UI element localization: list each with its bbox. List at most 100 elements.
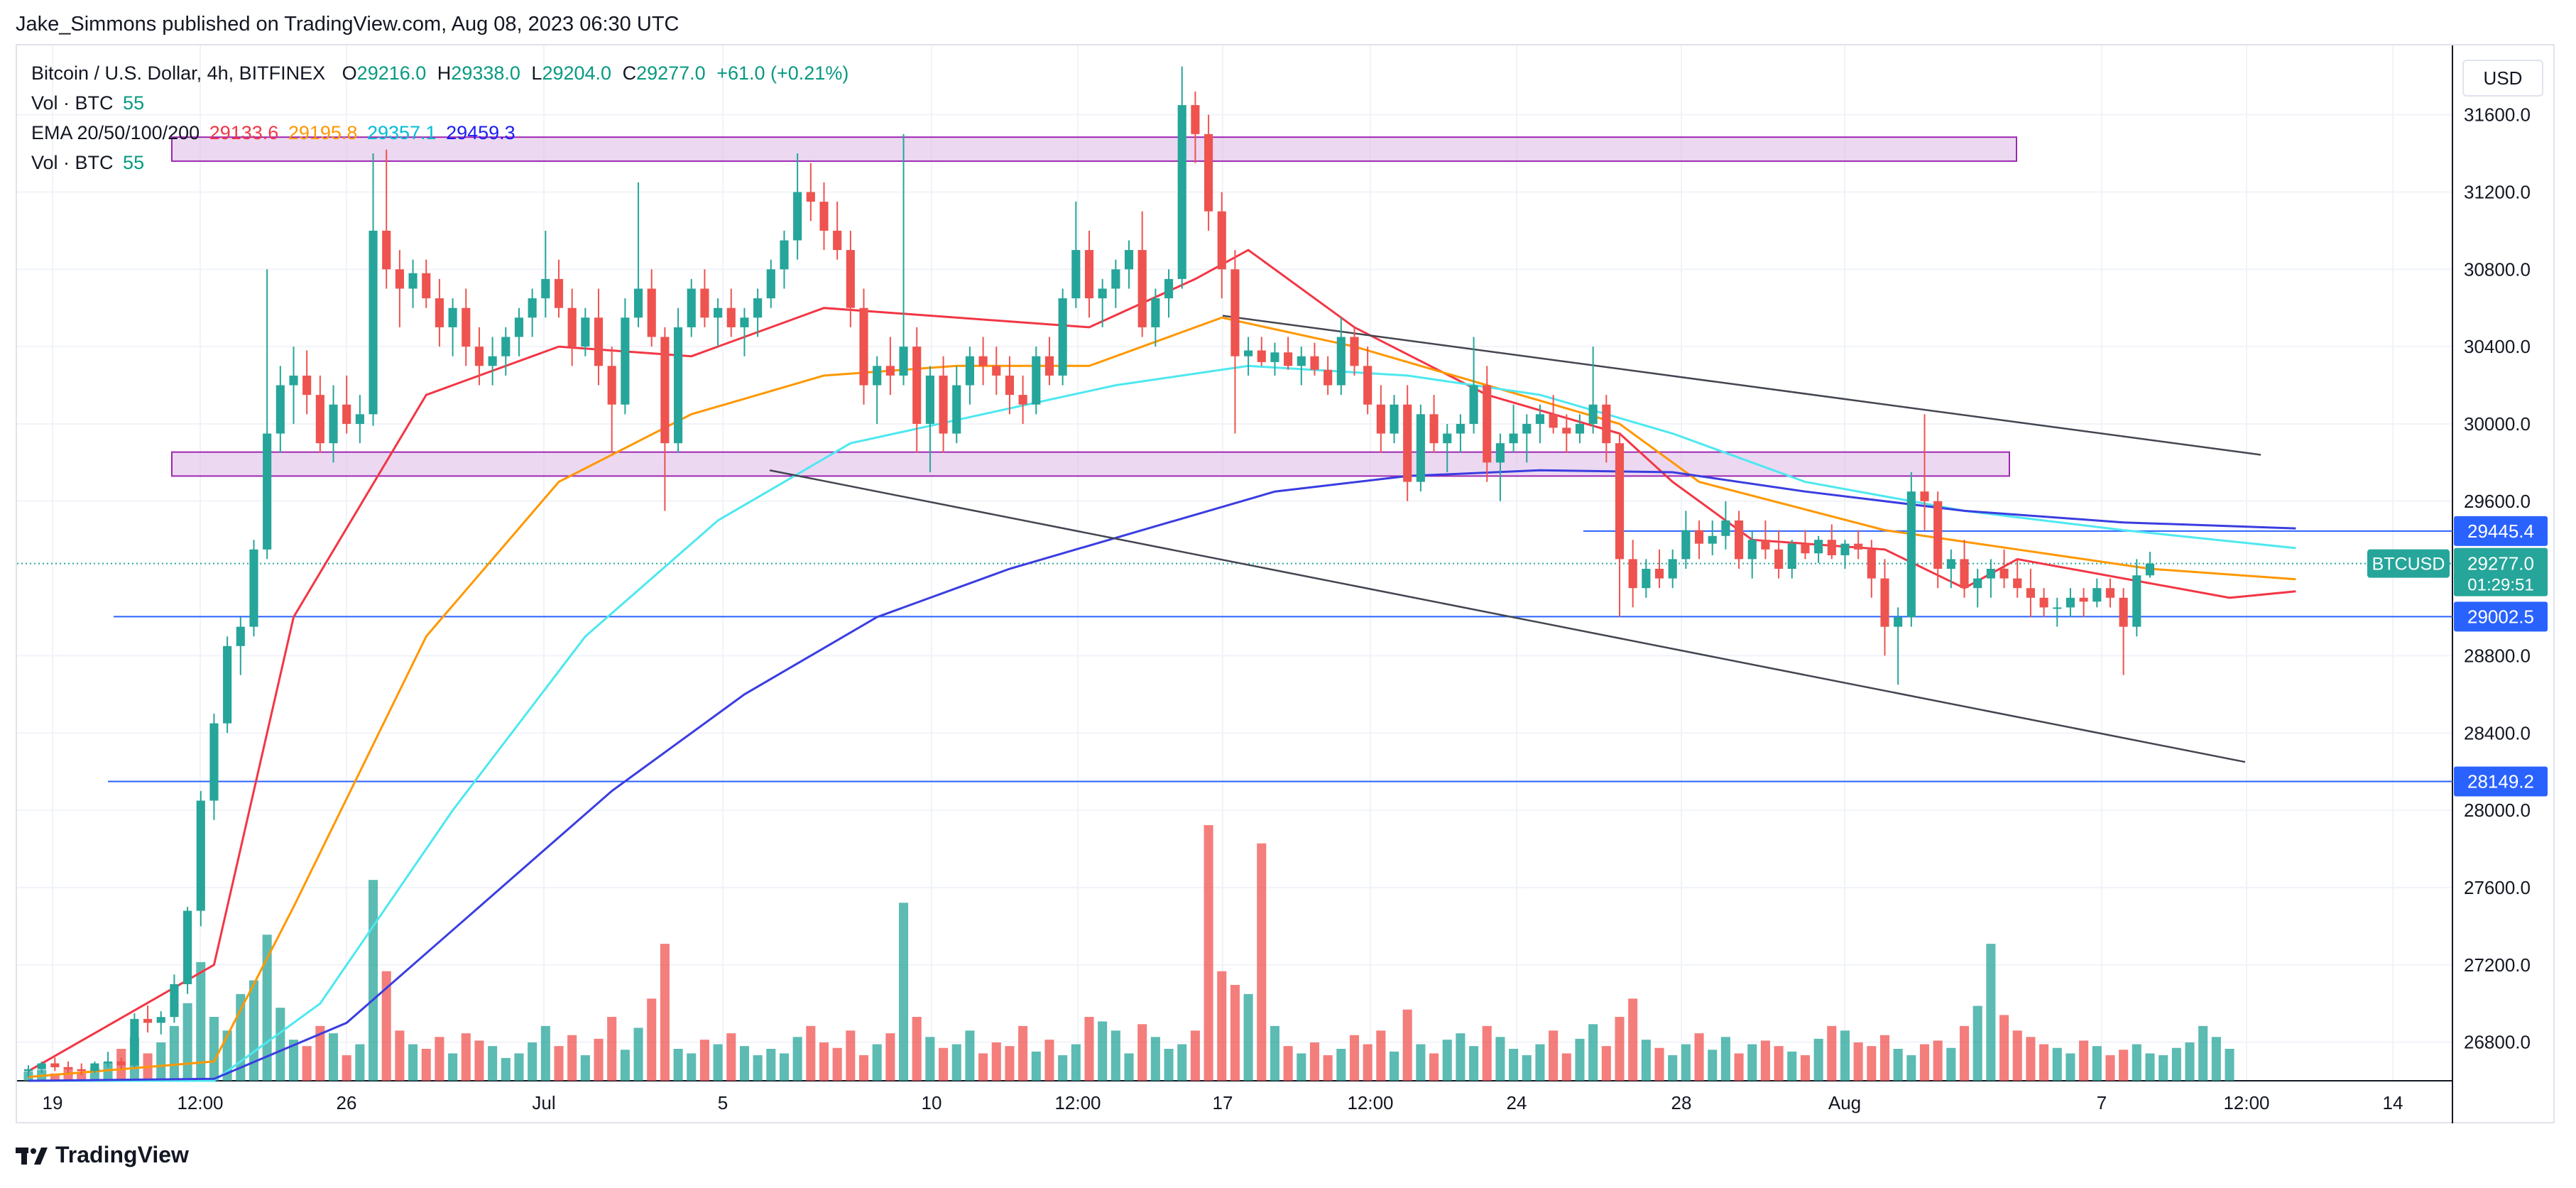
candle-body [1840, 543, 1850, 555]
candle-body [90, 1063, 99, 1072]
candle-body [422, 273, 431, 299]
time-tick-label: 14 [2383, 1092, 2403, 1113]
volume-bar [103, 1062, 113, 1081]
candle-body [2065, 597, 2075, 608]
volume-bar [607, 1017, 617, 1081]
candle [1588, 347, 1598, 434]
volume-bar [1986, 944, 1996, 1081]
volume-bar [501, 1057, 511, 1081]
candle [1615, 433, 1625, 618]
time-tick-label: 28 [1671, 1092, 1692, 1113]
candle [1761, 520, 1770, 560]
candle [1920, 414, 1929, 530]
time-tick-label: 12:00 [177, 1092, 223, 1113]
candle [130, 1013, 139, 1067]
candle [1177, 66, 1186, 289]
candle-body [1681, 530, 1691, 560]
candle-body [1164, 278, 1174, 299]
candle-body [873, 366, 882, 386]
candle-body [1735, 520, 1744, 560]
channel-line [769, 469, 2246, 763]
candle [501, 327, 511, 376]
volume-bar [1071, 1044, 1081, 1081]
time-tick-label: 5 [718, 1092, 728, 1113]
candle-body [1244, 350, 1253, 356]
candle-body [1191, 105, 1200, 134]
candle-body [408, 273, 417, 289]
volume-bar [1933, 1040, 1943, 1081]
candle-body [633, 288, 643, 318]
candle-body [1124, 250, 1134, 270]
currency-button[interactable]: USD [2462, 60, 2543, 97]
candle-body [1920, 491, 1929, 501]
volume-bar [2198, 1025, 2208, 1081]
tradingview-brand[interactable]: TradingView [16, 1142, 189, 1168]
candle-body [249, 549, 258, 627]
candle-body [1880, 578, 1889, 627]
candle-body [1456, 423, 1465, 434]
volume-bar [1005, 1046, 1015, 1081]
volume-bar [328, 1033, 339, 1081]
candle-body [2026, 588, 2035, 598]
volume-bar [1919, 1044, 1930, 1081]
candle-body [1111, 269, 1120, 289]
candle [223, 636, 232, 734]
volume-bar [2065, 1053, 2075, 1081]
volume-bar [1402, 1009, 1412, 1081]
candle-body [2132, 575, 2141, 627]
volume-bar [2159, 1055, 2168, 1081]
candle-body [1906, 491, 1916, 618]
candle-body [395, 269, 404, 289]
volume-bar [1720, 1037, 1730, 1081]
legend-vol2-label: Vol · BTC [31, 152, 114, 173]
legend-vol2-value: 55 [123, 152, 145, 173]
volume-bar [2012, 1030, 2022, 1081]
candle [329, 385, 338, 463]
volume-bar [2026, 1037, 2036, 1081]
candle [408, 259, 417, 308]
candle-body [63, 1067, 73, 1069]
time-tick-label: 26 [337, 1092, 357, 1113]
volume-bar [1429, 1053, 1439, 1081]
candle [1297, 347, 1306, 386]
price-tick-label: 28800.0 [2464, 645, 2531, 666]
volume-bar [1098, 1021, 1108, 1081]
candle [819, 182, 829, 251]
candle [607, 347, 616, 453]
time-tick-label: 12:00 [2223, 1092, 2269, 1113]
chart-frame[interactable] [16, 44, 2555, 1123]
legend-main: Bitcoin / U.S. Dollar, 4h, BITFINEX O292… [31, 62, 848, 85]
candle [660, 327, 670, 511]
candle [726, 288, 736, 337]
candle-body [1708, 535, 1717, 544]
candle [2079, 588, 2088, 618]
legend-change: +61.0 (+0.21%) [716, 62, 849, 84]
volume-bar [1389, 1051, 1399, 1081]
volume-bar [2185, 1042, 2195, 1081]
candle-body [912, 347, 922, 424]
candle-body [1284, 352, 1293, 366]
candle-body [647, 288, 656, 337]
volume-bar [488, 1046, 498, 1081]
volume-bar [1469, 1046, 1479, 1081]
candle [1336, 317, 1346, 396]
candle-body [581, 317, 590, 347]
volume-bar [1628, 998, 1638, 1081]
legend-ema100: 29357.1 [366, 122, 437, 143]
volume-bar [421, 1049, 431, 1081]
volume-bar [182, 1003, 192, 1081]
candle-body [1390, 404, 1399, 434]
level-price-text: 29002.5 [2467, 606, 2534, 627]
volume-bar [1561, 1053, 1571, 1081]
candle [382, 149, 391, 289]
candle [1429, 395, 1439, 453]
volume-bar [1190, 1030, 1200, 1081]
candle-body [766, 269, 775, 299]
candle [1124, 240, 1134, 289]
volume-bar [1270, 1025, 1279, 1081]
candle [1270, 342, 1279, 376]
legend-ema200: 29459.3 [446, 122, 515, 143]
candle-body [1654, 569, 1664, 579]
candle-body [2013, 578, 2022, 589]
